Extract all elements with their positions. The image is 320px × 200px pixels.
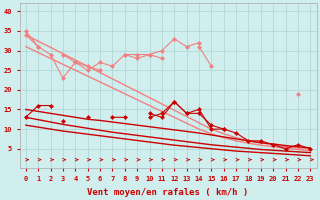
X-axis label: Vent moyen/en rafales ( km/h ): Vent moyen/en rafales ( km/h ) bbox=[87, 188, 249, 197]
